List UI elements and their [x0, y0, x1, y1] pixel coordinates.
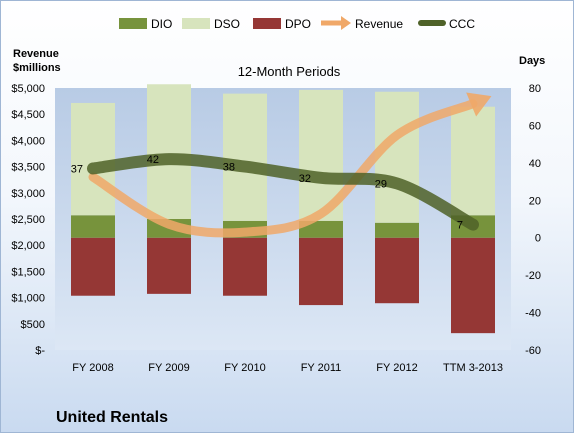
legend-swatch — [119, 18, 147, 29]
plot-area — [55, 88, 511, 350]
left-tick-label: $3,500 — [11, 162, 45, 174]
x-tick-label: FY 2008 — [72, 362, 113, 374]
legend-swatch — [182, 18, 210, 29]
left-tick-label: $2,000 — [11, 240, 45, 252]
right-tick-label: -40 — [525, 308, 541, 320]
ccc-data-label: 38 — [223, 162, 235, 174]
right-axis: -60 -40 -20 0 20 40 60 80 — [525, 83, 541, 357]
ccc-data-label: 29 — [375, 178, 387, 190]
legend-label: Revenue — [355, 17, 403, 31]
left-axis-title-line1: Revenue — [13, 48, 59, 60]
ccc-data-label: 42 — [147, 154, 159, 166]
left-tick-label: $5,000 — [11, 83, 45, 95]
bars — [71, 84, 495, 334]
left-tick-label: $500 — [21, 319, 45, 331]
right-tick-label: 60 — [529, 120, 541, 132]
bar-dso — [147, 84, 191, 219]
bar-dpo — [223, 237, 267, 296]
bar-dso — [223, 93, 267, 221]
left-tick-label: $1,000 — [11, 293, 45, 305]
right-tick-label: -20 — [525, 270, 541, 282]
left-axis: $- $500 $1,000 $1,500 $2,000 $2,500 $3,000 $3,5… — [11, 83, 45, 357]
bar-dpo — [71, 237, 115, 296]
x-tick-label: FY 2012 — [376, 362, 417, 374]
bar-dio — [71, 215, 115, 238]
left-tick-label: $4,500 — [11, 109, 45, 121]
right-axis-title: Days — [519, 55, 545, 67]
bar-dpo — [451, 237, 495, 334]
left-tick-label: $- — [35, 345, 45, 357]
bar-dio — [375, 222, 419, 238]
bar-dpo — [375, 237, 419, 304]
x-tick-label: FY 2010 — [224, 362, 265, 374]
bar-dso — [71, 102, 115, 216]
right-tick-label: 20 — [529, 195, 541, 207]
bar-dio — [299, 220, 343, 238]
ccc-series: 37 42 38 32 29 7 — [71, 153, 479, 232]
left-tick-label: $1,500 — [11, 266, 45, 278]
right-tick-label: 40 — [529, 158, 541, 170]
bar-dso — [375, 91, 419, 223]
legend-arrowhead — [341, 16, 351, 30]
ccc-line — [87, 153, 479, 231]
revenue-arrowhead — [466, 92, 492, 117]
company-title: United Rentals — [56, 409, 168, 426]
x-axis: FY 2008 FY 2009 FY 2010 FY 2011 FY 2012 TTM 3… — [72, 362, 503, 374]
legend-label: DPO — [285, 17, 311, 31]
left-tick-label: $4,000 — [11, 135, 45, 147]
legend-item-revenue: Revenue — [321, 16, 403, 31]
ccc-data-label: 7 — [457, 220, 463, 232]
legend-label: DSO — [214, 17, 240, 31]
legend-label: DIO — [151, 17, 172, 31]
left-tick-label: $2,500 — [11, 214, 45, 226]
revenue-line — [88, 99, 478, 238]
x-tick-label: TTM 3-2013 — [443, 362, 503, 374]
bar-dpo — [299, 237, 343, 306]
x-tick-label: FY 2009 — [148, 362, 189, 374]
legend-item-dio: DIO — [119, 17, 172, 31]
right-tick-label: 80 — [529, 83, 541, 95]
legend-label: CCC — [449, 17, 475, 31]
revenue-series — [88, 92, 492, 238]
legend: DIO DSO DPO Revenue CCC — [119, 16, 475, 31]
ccc-data-label: 37 — [71, 163, 83, 175]
chart-title: 12-Month Periods — [238, 64, 341, 79]
right-tick-label: -60 — [525, 345, 541, 357]
x-tick-label: FY 2011 — [301, 362, 342, 374]
left-tick-label: $3,000 — [11, 188, 45, 200]
legend-item-dpo: DPO — [253, 17, 311, 31]
bar-dpo — [147, 237, 191, 294]
ccc-data-label: 32 — [299, 173, 311, 185]
legend-swatch — [253, 18, 281, 29]
left-axis-title-line2: $millions — [13, 62, 61, 74]
bar-dso — [451, 106, 495, 216]
right-tick-label: 0 — [535, 233, 541, 245]
legend-item-ccc: CCC — [418, 17, 475, 31]
legend-item-dso: DSO — [182, 17, 240, 31]
